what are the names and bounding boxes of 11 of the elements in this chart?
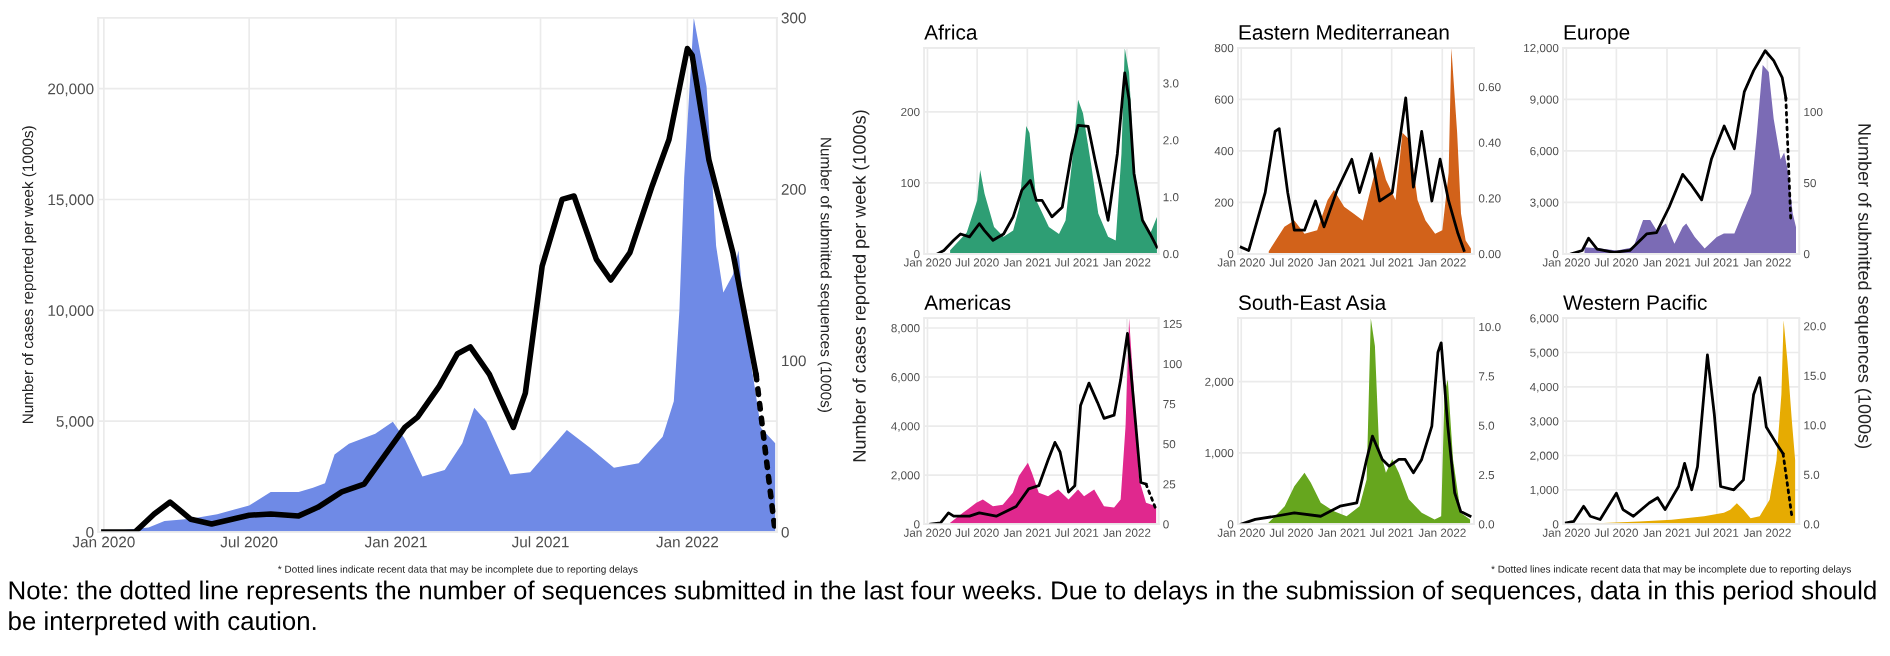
chart-title: Africa xyxy=(924,24,978,40)
line-series xyxy=(1239,96,1466,252)
chart-title: South-East Asia xyxy=(1238,294,1387,311)
chart-title: Western Pacific xyxy=(1563,294,1707,311)
chart-title: Americas xyxy=(924,294,1011,311)
chart-title: Eastern Mediterranean xyxy=(1239,24,1449,40)
chart-title: Europe xyxy=(1564,25,1630,44)
y-axis-title: Number of cases reported per week (1000s) xyxy=(852,110,870,462)
text: Note: the dotted line represents the number of sequences submitted in the last four weeks. Due to delays in the submission of sequences, data in this period should be interpreted with caution. xyxy=(9,580,1876,636)
line-series xyxy=(935,71,1159,254)
y2-axis-title: Number of submitted sequences (1000s) xyxy=(1854,124,1872,448)
